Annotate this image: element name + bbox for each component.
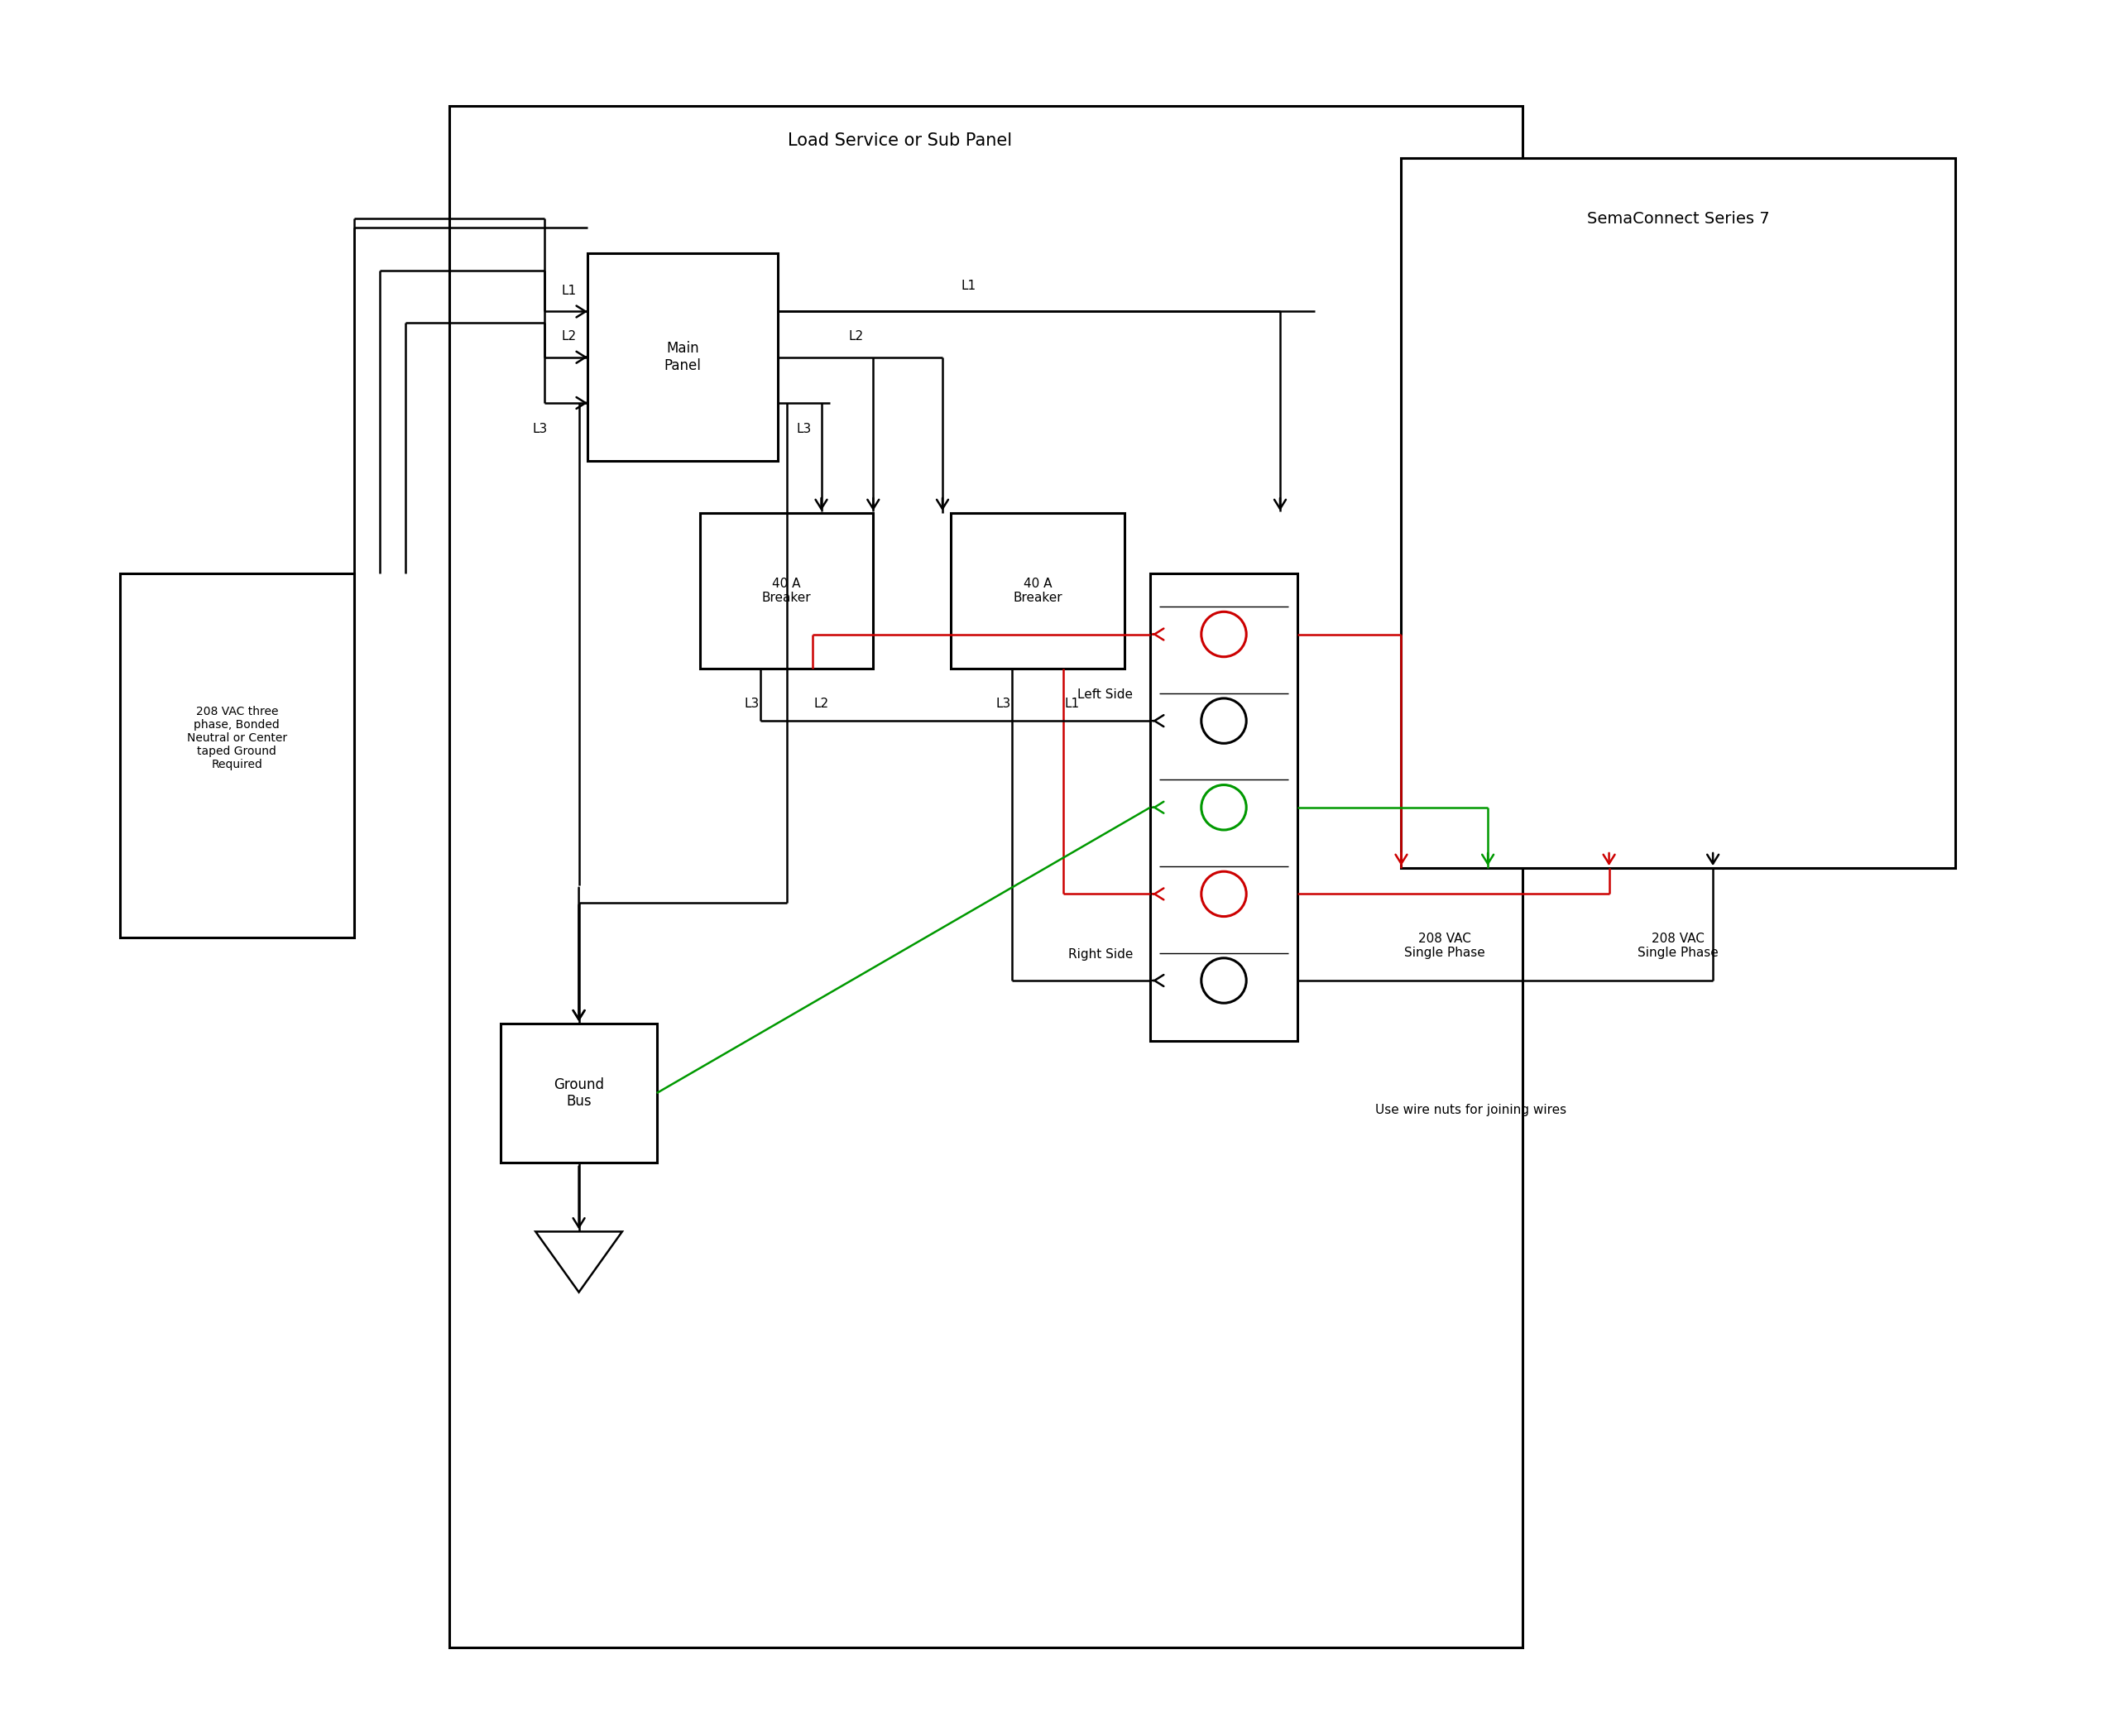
Text: L3: L3 <box>745 698 760 710</box>
Bar <box>449 106 1523 1647</box>
Text: L2: L2 <box>814 698 829 710</box>
Text: L2: L2 <box>848 330 863 342</box>
Text: L3: L3 <box>532 422 546 436</box>
Bar <box>1401 158 1956 868</box>
Text: 40 A
Breaker: 40 A Breaker <box>762 578 812 604</box>
Text: 208 VAC three
phase, Bonded
Neutral or Center
taped Ground
Required: 208 VAC three phase, Bonded Neutral or C… <box>188 705 287 771</box>
Text: Use wire nuts for joining wires: Use wire nuts for joining wires <box>1376 1104 1566 1116</box>
Text: SemaConnect Series 7: SemaConnect Series 7 <box>1587 210 1770 227</box>
Text: Ground
Bus: Ground Bus <box>553 1076 603 1109</box>
Text: L1: L1 <box>561 285 576 297</box>
Text: 208 VAC
Single Phase: 208 VAC Single Phase <box>1403 932 1485 960</box>
Circle shape <box>1201 871 1247 917</box>
Bar <box>587 253 779 462</box>
Text: L3: L3 <box>795 422 812 436</box>
Text: 208 VAC
Single Phase: 208 VAC Single Phase <box>1637 932 1720 960</box>
Circle shape <box>1201 958 1247 1003</box>
Text: L2: L2 <box>561 330 576 342</box>
Text: Main
Panel: Main Panel <box>665 342 701 373</box>
Text: L1: L1 <box>960 279 977 292</box>
Text: Left Side: Left Side <box>1078 689 1133 701</box>
Bar <box>952 514 1125 668</box>
Text: L1: L1 <box>1066 698 1080 710</box>
Text: 40 A
Breaker: 40 A Breaker <box>1013 578 1061 604</box>
Polygon shape <box>536 1231 622 1292</box>
Circle shape <box>1201 698 1247 743</box>
Circle shape <box>1201 785 1247 830</box>
Bar <box>1150 573 1298 1042</box>
Bar <box>701 514 874 668</box>
Circle shape <box>1201 611 1247 656</box>
Bar <box>500 1024 656 1163</box>
Bar <box>120 573 354 937</box>
Text: Right Side: Right Side <box>1068 948 1133 960</box>
Text: Load Service or Sub Panel: Load Service or Sub Panel <box>787 132 1013 149</box>
Text: L3: L3 <box>996 698 1011 710</box>
